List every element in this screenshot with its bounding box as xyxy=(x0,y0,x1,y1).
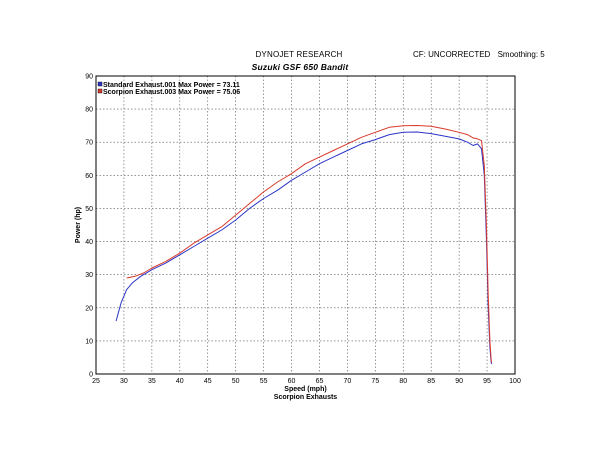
legend-swatch xyxy=(97,88,103,94)
cf-label: CF: UNCORRECTED xyxy=(413,50,491,59)
series-line-1 xyxy=(115,131,492,365)
y-tick-label: 80 xyxy=(85,107,93,114)
grid-layer xyxy=(96,76,515,374)
x-tick-label: 65 xyxy=(316,378,324,385)
series-layer xyxy=(115,125,492,365)
x-tick-label: 40 xyxy=(176,378,184,385)
x-tick-label: 100 xyxy=(509,378,521,385)
x-tick-label: 75 xyxy=(371,378,379,385)
x-tick-label: 35 xyxy=(148,378,156,385)
tick-layer: 25 30 35 40 45 50 55 60 65 70 75 80 85 90 95 100 0 10 20 30… xyxy=(85,74,521,386)
chart-title: DYNOJET RESEARCH xyxy=(255,50,343,59)
x-tick-label: 55 xyxy=(260,378,268,385)
y-tick-label: 0 xyxy=(89,372,93,379)
y-tick-label: 40 xyxy=(85,239,93,246)
plot-frame xyxy=(95,75,516,375)
series-line-2 xyxy=(126,125,492,363)
smoothing-label: Smoothing: 5 xyxy=(497,50,545,59)
legend: Standard Exhaust.001 Max Power = 73.11Sc… xyxy=(97,81,240,96)
y-tick-label: 70 xyxy=(85,140,93,147)
x-tick-label: 80 xyxy=(399,378,407,385)
x-tick-label: 85 xyxy=(427,378,435,385)
x-tick-label: 30 xyxy=(120,378,128,385)
y-tick-label: 60 xyxy=(85,173,93,180)
y-tick-label: 50 xyxy=(85,206,93,213)
x-tick-label: 25 xyxy=(92,378,100,385)
x-tick-label: 95 xyxy=(483,378,491,385)
y-tick-label: 20 xyxy=(85,305,93,312)
chart-caption: Scorpion Exhausts xyxy=(274,394,338,401)
chart-header: DYNOJET RESEARCH Suzuki GSF 650 Bandit xyxy=(0,50,600,72)
x-tick-label: 90 xyxy=(455,378,463,385)
y-tick-label: 30 xyxy=(85,272,93,279)
y-tick-label: 10 xyxy=(85,338,93,345)
chart-subtitle: Suzuki GSF 650 Bandit xyxy=(251,62,349,72)
correction-info: CF: UNCORRECTED Smoothing: 5 xyxy=(413,50,550,59)
x-tick-label: 70 xyxy=(344,378,352,385)
y-axis-title: Power (hp) xyxy=(75,207,82,243)
legend-swatch xyxy=(97,81,103,87)
x-tick-label: 45 xyxy=(204,378,212,385)
legend-entry: Scorpion Exhaust.003 Max Power = 75.06 xyxy=(103,89,240,96)
x-tick-label: 60 xyxy=(288,378,296,385)
x-tick-label: 50 xyxy=(232,378,240,385)
x-axis-title: Speed (mph) xyxy=(284,386,326,393)
legend-entry: Standard Exhaust.001 Max Power = 73.11 xyxy=(103,82,240,89)
y-tick-label: 90 xyxy=(85,74,93,81)
